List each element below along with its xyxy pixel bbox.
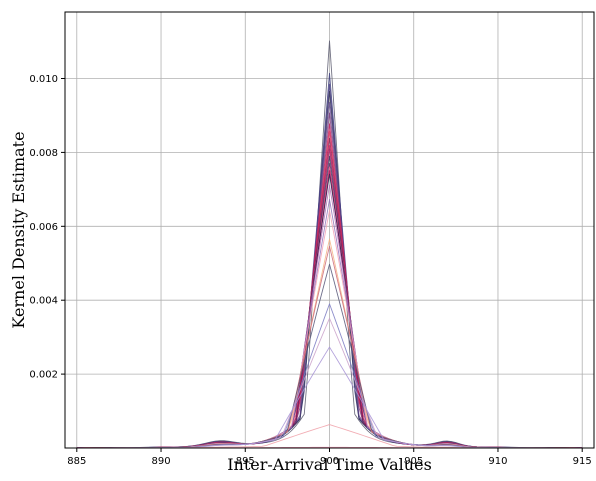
x-tick-label: 910 bbox=[488, 456, 507, 467]
x-tick-label: 885 bbox=[67, 456, 86, 467]
y-axis-label: Kernel Density Estimate bbox=[9, 131, 28, 328]
y-tick-label: 0.004 bbox=[29, 296, 58, 307]
y-tick-label: 0.002 bbox=[29, 370, 58, 381]
y-tick-label: 0.008 bbox=[29, 148, 58, 159]
y-tick-label: 0.010 bbox=[29, 74, 58, 85]
x-axis-ticks: 885 890 895 900 905 910 915 bbox=[67, 448, 592, 467]
grid-lines bbox=[65, 12, 594, 448]
x-tick-label: 915 bbox=[573, 456, 592, 467]
x-tick-label: 905 bbox=[404, 456, 423, 467]
y-tick-label: 0.006 bbox=[29, 222, 58, 233]
x-tick-label: 890 bbox=[151, 456, 170, 467]
y-axis-ticks: 0.002 0.004 0.006 0.008 0.010 bbox=[29, 74, 65, 381]
x-tick-label: 895 bbox=[236, 456, 255, 467]
x-tick-label: 900 bbox=[320, 456, 339, 467]
x-axis-label: Inter-Arrival Time Values bbox=[227, 455, 432, 474]
